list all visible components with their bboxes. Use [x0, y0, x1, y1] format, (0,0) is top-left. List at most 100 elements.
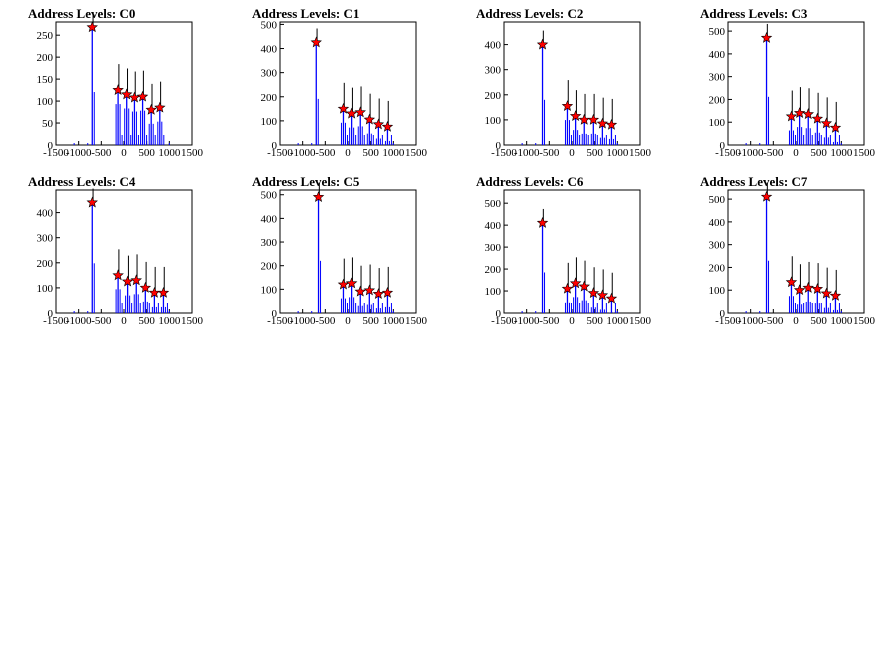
y-tick-label: 250: [37, 30, 54, 42]
x-tick-label: -1000: [66, 315, 92, 327]
histogram-panel-c5: Address Levels: C50100200300400500-1500-…: [252, 174, 428, 327]
peak-marker: [154, 101, 166, 113]
y-tick-label: 400: [485, 220, 502, 232]
panel-title: Address Levels: C3: [700, 6, 808, 21]
panel-title: Address Levels: C6: [476, 174, 584, 189]
x-tick-label: 1000: [158, 315, 181, 327]
plot-frame: [727, 21, 865, 146]
y-tick-label: 200: [37, 258, 54, 270]
peak-marker: [381, 286, 394, 298]
x-tick-label: 1500: [405, 315, 428, 327]
peak-marker: [829, 289, 842, 301]
peak-marker: [561, 100, 574, 111]
x-tick-label: -1500: [491, 315, 517, 327]
panel-title: Address Levels: C4: [28, 174, 136, 189]
peak-marker: [112, 269, 124, 281]
y-tick-label: 300: [37, 233, 54, 245]
y-tick-label: 150: [37, 74, 54, 86]
peak-marker: [136, 90, 149, 102]
x-tick-label: 500: [586, 147, 603, 159]
peak-marker: [578, 280, 590, 292]
x-tick-label: -1500: [491, 147, 517, 159]
peak-marker: [112, 84, 124, 95]
y-tick-label: 300: [709, 240, 726, 252]
histogram-panel-c7: Address Levels: C70100200300400500-1500-…: [700, 174, 876, 327]
x-tick-label: 1000: [830, 147, 853, 159]
peak-marker: [760, 190, 773, 202]
panel-title: Address Levels: C5: [252, 174, 360, 189]
peak-marker: [569, 110, 582, 121]
x-tick-label: 1500: [405, 147, 428, 159]
peak-marker: [130, 274, 142, 286]
peak-marker: [372, 118, 385, 130]
x-tick-label: -1500: [715, 315, 741, 327]
y-tick-label: 0: [720, 140, 726, 152]
y-tick-label: 100: [37, 283, 54, 295]
x-tick-label: 500: [362, 147, 379, 159]
y-tick-label: 500: [261, 19, 278, 31]
x-tick-label: 0: [793, 147, 799, 159]
plot-frame: [55, 21, 193, 146]
x-tick-label: -1500: [715, 147, 741, 159]
histogram-panel-c0: Address Levels: C0 0 50 100 150 200 250 -1500-1…: [28, 6, 204, 159]
x-tick-label: 0: [121, 315, 127, 327]
peak-marker: [569, 277, 582, 289]
peak-marker: [785, 110, 798, 122]
peak-marker: [337, 278, 350, 290]
peak-marker: [811, 283, 824, 294]
histogram-panel-c1: Address Levels: C10100200300400500-1500-…: [252, 6, 428, 159]
y-tick-label: 300: [709, 72, 726, 84]
histogram-panel-c6: Address Levels: C60100200300400500-1500-…: [476, 174, 652, 327]
peak-marker: [372, 288, 385, 299]
y-tick-label: 100: [709, 285, 726, 297]
y-tick-label: 500: [485, 198, 502, 210]
x-tick-label: -500: [91, 315, 112, 327]
y-tick-label: 400: [37, 208, 54, 220]
peak-marker: [802, 108, 814, 120]
x-tick-label: -500: [539, 315, 560, 327]
peak-marker: [760, 31, 773, 43]
x-tick-label: 0: [345, 147, 351, 159]
panel-title: Address Levels: C1: [252, 6, 359, 21]
peak-marker: [536, 216, 549, 228]
y-tick-label: 400: [485, 40, 502, 52]
x-tick-label: -1000: [514, 315, 540, 327]
plot-frame: [503, 189, 641, 314]
x-tick-label: 1500: [181, 147, 204, 159]
y-tick-label: 50: [42, 118, 54, 130]
y-tick-label: 500: [261, 190, 278, 202]
y-tick-label: 200: [709, 262, 726, 274]
y-tick-label: 300: [485, 65, 502, 77]
y-tick-label: 0: [272, 308, 278, 320]
peak-marker: [145, 103, 157, 115]
panel-title: Address Levels: C2: [476, 6, 583, 21]
y-tick-label: 300: [485, 242, 502, 254]
y-tick-label: 400: [261, 44, 278, 56]
peak-marker: [157, 286, 170, 298]
x-tick-label: -1500: [43, 147, 69, 159]
y-tick-label: 0: [496, 308, 502, 320]
y-tick-label: 200: [709, 94, 726, 106]
x-tick-label: 1500: [629, 147, 652, 159]
y-tick-label: 300: [261, 237, 278, 249]
y-tick-label: 200: [261, 92, 278, 104]
y-tick-label: 100: [261, 116, 278, 128]
y-tick-label: 100: [485, 286, 502, 298]
y-tick-label: 500: [709, 194, 726, 206]
histogram-panel-c3: Address Levels: C30100200300400500-1500-…: [700, 6, 876, 159]
plot-frame: [55, 189, 193, 314]
peak-marker: [121, 275, 134, 287]
x-tick-label: 500: [586, 315, 603, 327]
peak-marker: [337, 102, 350, 114]
peak-marker: [793, 284, 806, 296]
peak-marker: [345, 277, 358, 289]
peak-marker: [354, 285, 366, 297]
x-tick-label: -1500: [43, 315, 69, 327]
y-tick-label: 200: [261, 261, 278, 273]
peak-marker: [381, 120, 394, 132]
y-tick-label: 100: [709, 117, 726, 129]
peak-marker: [811, 112, 824, 124]
y-tick-label: 0: [720, 308, 726, 320]
peak-marker: [310, 36, 322, 48]
peak-marker: [587, 287, 600, 299]
